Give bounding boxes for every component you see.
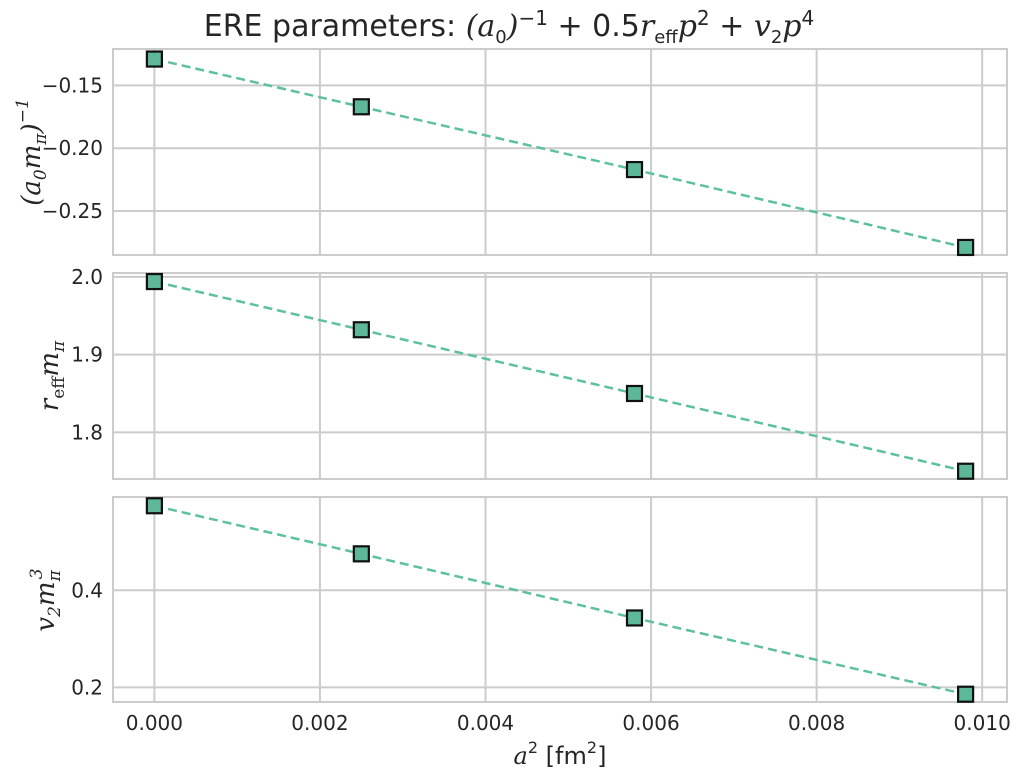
panel-scattering-length: −0.15 −0.20 −0.25 (42, 48, 1008, 257)
y-tick-label: 1.8 (71, 420, 103, 444)
data-point (625, 384, 644, 403)
panel-effective-range: 1.8 1.9 2.0 (71, 265, 1008, 480)
ylabel-scattering-length: (a0mπ)−1 (13, 98, 51, 206)
data-point (145, 272, 163, 291)
y-tick-label: 0.2 (71, 675, 103, 699)
data-point (145, 50, 163, 68)
data-point (957, 685, 975, 703)
y-tick-label: 2.0 (71, 265, 103, 289)
chart-title-prefix: ERE parameters: (203, 9, 466, 44)
y-tick-label: −0.15 (42, 73, 103, 97)
data-point (625, 609, 644, 627)
axes-frame (112, 48, 1008, 256)
data-point (957, 462, 975, 480)
panel-shape-parameter: 0.2 0.4 0.000 0.002 0.004 0.006 0.008 0.010 (71, 496, 1011, 735)
data-point (352, 98, 370, 116)
y-tick-label: 0.4 (71, 578, 103, 602)
series-line (154, 57, 966, 249)
x-tick-label: 0.004 (457, 711, 514, 735)
data-point (145, 497, 163, 515)
data-point (625, 160, 644, 179)
y-tick-label: 1.9 (71, 343, 103, 367)
x-tick-label: 0.006 (622, 711, 679, 735)
x-tick-label: 0.000 (126, 711, 183, 735)
y-tick-label: −0.25 (42, 199, 103, 223)
chart-title: ERE parameters: (a0)−1 + 0.5reffp2 + v2p… (203, 6, 815, 48)
x-tick-label: 0.008 (788, 711, 845, 735)
y-tick-label: −0.20 (42, 136, 103, 160)
xlabel: a2 [fm2] (514, 738, 607, 770)
axes-frame (112, 272, 1008, 480)
axes-frame (112, 496, 1008, 703)
ylabel-effective-range: reffmπ (35, 340, 69, 411)
data-point (352, 545, 370, 563)
series-line (154, 280, 966, 473)
data-point (957, 238, 975, 257)
ylabel-shape-parameter: v2mπ3 (27, 568, 65, 631)
data-point (352, 321, 370, 339)
series-line (154, 504, 966, 696)
x-tick-label: 0.010 (954, 711, 1011, 735)
x-tick-label: 0.002 (291, 711, 348, 735)
